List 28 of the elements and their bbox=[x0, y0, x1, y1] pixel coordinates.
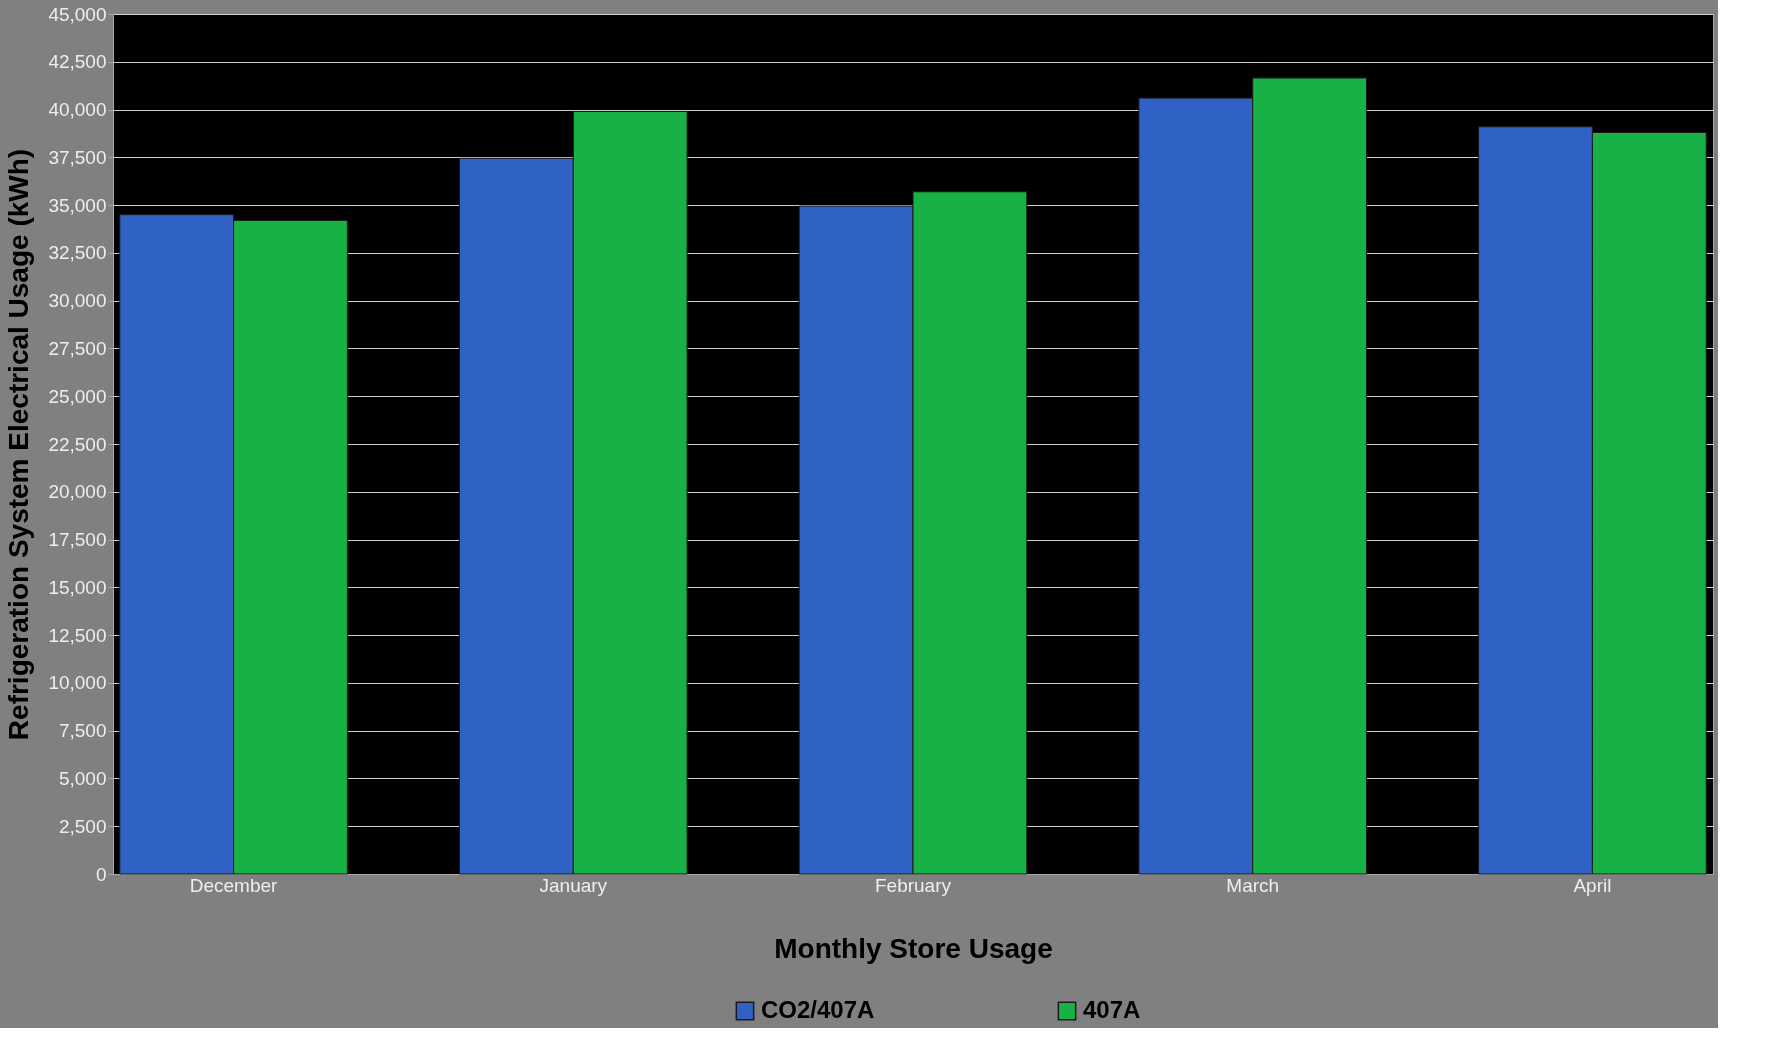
x-tick-label: March bbox=[1226, 874, 1280, 896]
y-tick-label: 25,000 bbox=[48, 385, 107, 407]
y-tick-label: 35,000 bbox=[48, 194, 107, 216]
x-tick-label: January bbox=[539, 874, 608, 896]
y-tick-label: 7,500 bbox=[58, 720, 107, 742]
legend-label: CO2/407A bbox=[761, 996, 875, 1023]
x-axis-title: Monthly Store Usage bbox=[774, 932, 1053, 964]
y-tick-label: 45,000 bbox=[48, 3, 107, 25]
y-tick-label: 0 bbox=[95, 863, 107, 885]
legend-label: 407A bbox=[1083, 996, 1141, 1023]
y-tick-label: 37,500 bbox=[48, 146, 107, 168]
y-tick-label: 30,000 bbox=[48, 290, 107, 312]
x-tick-label: April bbox=[1573, 874, 1612, 896]
y-tick-label: 27,500 bbox=[48, 337, 107, 359]
y-tick-label: 22,500 bbox=[48, 433, 107, 455]
y-tick-label: 5,000 bbox=[58, 767, 107, 789]
y-tick-label: 10,000 bbox=[48, 672, 107, 694]
y-tick-label: 12,500 bbox=[48, 624, 107, 646]
y-tick-label: 17,500 bbox=[48, 529, 107, 551]
x-tick-label: December bbox=[189, 874, 279, 896]
y-axis-title: Refrigeration System Electrical Usage (kWh) bbox=[3, 148, 35, 741]
y-tick-label: 20,000 bbox=[48, 481, 107, 503]
x-tick-label: February bbox=[874, 874, 952, 896]
y-tick-label: 15,000 bbox=[48, 576, 107, 598]
y-tick-label: 2,500 bbox=[58, 815, 107, 837]
y-tick-label: 42,500 bbox=[48, 51, 107, 73]
y-tick-label: 40,000 bbox=[48, 99, 107, 121]
y-tick-label: 32,500 bbox=[48, 242, 107, 264]
